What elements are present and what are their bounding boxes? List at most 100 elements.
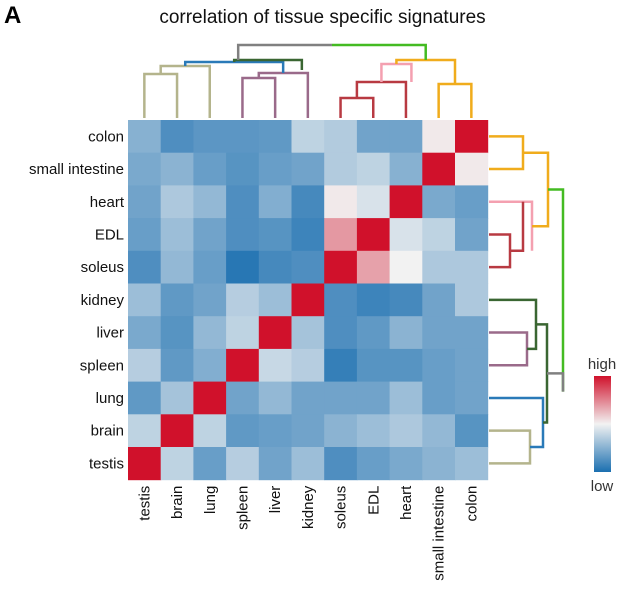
row-label: liver [96,325,124,342]
heatmap-cell [291,381,325,415]
heatmap-cell [389,414,423,448]
heatmap-cell [389,381,423,415]
column-label: testis [136,486,153,521]
dendrogram-branch [489,135,525,171]
heatmap-cell [422,447,456,481]
dendrogram-branch [355,80,408,118]
heatmap-cells [128,120,489,481]
dendrogram-branch [489,233,512,269]
heatmap-cell [389,152,423,186]
heatmap-cell [291,120,325,154]
heatmap-cell [160,152,194,186]
dendrogram-branch [489,298,538,351]
legend-color-bar [594,376,611,472]
heatmap-cell [389,348,423,383]
heatmap-cell [193,381,227,415]
heatmap-cell [258,152,292,186]
heatmap-cell [324,283,358,317]
heatmap-cell [226,414,260,448]
heatmap-cell [193,414,227,448]
heatmap-cell [455,381,489,415]
heatmap-cell [356,381,391,415]
heatmap-cell [422,120,456,154]
heatmap-cell [160,447,194,481]
dendrogram-branch [331,43,427,60]
heatmap-cell [226,218,260,252]
dendrogram-branch [548,188,565,392]
dendrogram-branch [437,82,473,118]
heatmap-cell [422,218,456,252]
heatmap-cell [258,250,292,284]
heatmap-cell [226,120,260,154]
panel-label: A [4,2,22,29]
heatmap-cell [324,185,358,219]
heatmap-cell [258,218,292,252]
heatmap-cell [226,316,260,350]
heatmap-cell [226,283,260,317]
heatmap-cell [226,152,260,186]
heatmap-cell [324,414,358,448]
heatmap-cell [193,283,227,317]
heatmap-cell [356,447,391,481]
heatmap-cell [258,185,292,219]
row-label: heart [90,194,125,211]
heatmap-cell [193,152,227,186]
heatmap-cell [356,348,391,383]
dendrogram-branch [547,372,565,392]
column-label: heart [398,485,415,520]
heatmap-cell [193,218,227,252]
heatmap-cell [422,152,456,186]
heatmap-cell [389,120,423,154]
heatmap-cell [258,381,292,415]
row-label: kidney [81,292,125,309]
column-label: lung [202,486,219,514]
heatmap-cell [258,447,292,481]
heatmap-cell [128,447,162,481]
heatmap-cell [455,414,489,448]
heatmap-cell [324,316,358,350]
heatmap-cell [160,414,194,448]
heatmap-cell [160,283,194,317]
heatmap-cell [455,447,489,481]
heatmap-cell [455,218,489,252]
heatmap-cell [193,250,227,284]
heatmap-cell [389,316,423,350]
heatmap-cell [455,120,489,154]
row-label: colon [88,128,124,145]
heatmap-cell [128,414,162,448]
dendrogram-branch [523,151,550,228]
heatmap-cell [128,348,162,383]
dendrogram-branch [489,200,534,251]
heatmap-cell [291,250,325,284]
heatmap-cell [422,381,456,415]
dendrogram-branch [489,331,529,367]
heatmap-cell [324,152,358,186]
dendrogram-branch [489,396,545,449]
dendrogram-branch [143,72,179,118]
dendrogram-branch [183,60,285,73]
heatmap-cell [193,316,227,350]
heatmap-cell [258,316,292,350]
heatmap-cell [291,348,325,383]
heatmap-cell [356,250,391,284]
dendrogram-branch [339,96,375,118]
heatmap-cell [128,381,162,415]
heatmap-cell [258,414,292,448]
dendrogram-branch [536,323,549,424]
heatmap-cell [258,120,292,154]
dendrogram-branch [380,62,413,82]
heatmap-cell [455,348,489,383]
row-label: soleus [81,259,124,276]
heatmap-cell [389,447,423,481]
heatmap-cell [455,250,489,284]
heatmap-cell [291,447,325,481]
dendrogram-branch [510,201,525,253]
heatmap-cell [160,250,194,284]
column-label: kidney [300,485,317,529]
heatmap-cell [193,185,227,219]
column-label: colon [463,486,480,522]
column-label: small intestine [431,486,448,581]
column-label: liver [267,486,284,514]
heatmap-cell [193,348,227,383]
